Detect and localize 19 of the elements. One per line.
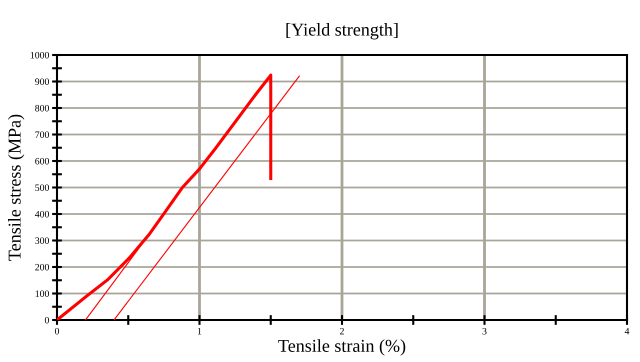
y-tick-label: 0 — [44, 316, 49, 324]
x-tick-label: 0 — [54, 328, 60, 334]
y-tick-label: 100 — [36, 290, 49, 297]
y-tick-label: 900 — [35, 78, 49, 85]
x-axis-title: Tensile strain (%) — [278, 339, 406, 356]
x-tick-label: 4 — [624, 328, 630, 334]
x-tick-label: 2 — [340, 328, 344, 334]
y-axis-title: Tensile stress (MPa) — [8, 114, 24, 261]
y-tick-label: 1000 — [30, 52, 49, 58]
y-tick-label: 700 — [35, 131, 49, 138]
y-tick-label: 600 — [35, 158, 49, 164]
y-tick-label: 200 — [35, 264, 49, 270]
x-tick-label: 1 — [198, 328, 202, 334]
y-tick-label: 300 — [35, 237, 49, 244]
y-tick-label: 800 — [35, 104, 49, 112]
x-tick-label: 3 — [482, 328, 487, 334]
y-tick-label: 400 — [34, 210, 49, 218]
y-tick-label: 500 — [35, 184, 49, 191]
chart-title: [Yield strength] — [286, 23, 398, 40]
